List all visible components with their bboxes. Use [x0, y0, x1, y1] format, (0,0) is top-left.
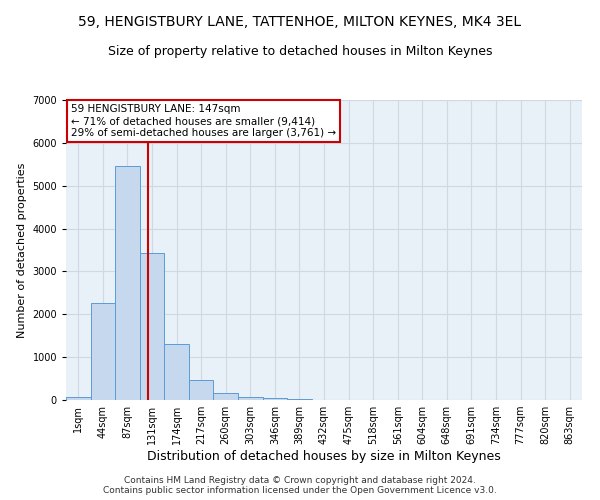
- Bar: [287, 398, 312, 400]
- Y-axis label: Number of detached properties: Number of detached properties: [17, 162, 27, 338]
- X-axis label: Distribution of detached houses by size in Milton Keynes: Distribution of detached houses by size …: [147, 450, 501, 463]
- Bar: [214, 394, 238, 400]
- Bar: [66, 397, 91, 400]
- Bar: [140, 253, 164, 400]
- Bar: [263, 398, 287, 400]
- Bar: [115, 166, 140, 400]
- Bar: [189, 380, 214, 400]
- Bar: [238, 396, 263, 400]
- Bar: [91, 302, 115, 400]
- Bar: [164, 344, 189, 400]
- Text: 59, HENGISTBURY LANE, TATTENHOE, MILTON KEYNES, MK4 3EL: 59, HENGISTBURY LANE, TATTENHOE, MILTON …: [79, 15, 521, 29]
- Text: 59 HENGISTBURY LANE: 147sqm
← 71% of detached houses are smaller (9,414)
29% of : 59 HENGISTBURY LANE: 147sqm ← 71% of det…: [71, 104, 336, 138]
- Text: Size of property relative to detached houses in Milton Keynes: Size of property relative to detached ho…: [108, 45, 492, 58]
- Text: Contains HM Land Registry data © Crown copyright and database right 2024.
Contai: Contains HM Land Registry data © Crown c…: [103, 476, 497, 495]
